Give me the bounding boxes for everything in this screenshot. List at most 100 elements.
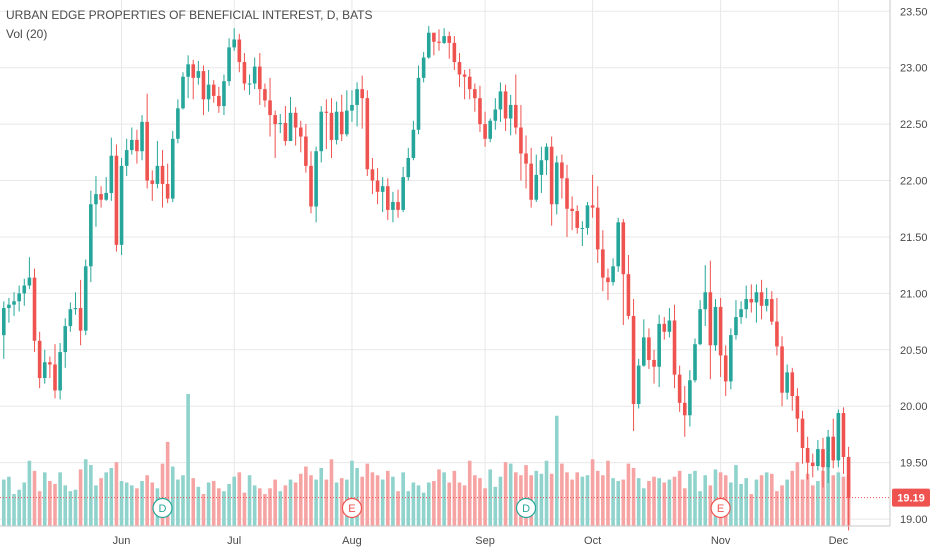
candle — [12, 292, 16, 316]
candle-body — [334, 111, 339, 140]
candle — [621, 218, 626, 325]
x-tick-label: Sep — [475, 535, 495, 547]
volume-bar — [805, 473, 810, 526]
volume-bar — [601, 475, 605, 526]
dividend-marker[interactable]: D — [515, 497, 537, 519]
volume-indicator-label[interactable]: Vol (20) — [6, 27, 48, 41]
candle-body — [836, 413, 841, 461]
volume-bar — [688, 473, 692, 526]
candle — [790, 367, 795, 411]
price-axis[interactable]: 19.00 19.50 20.00 20.50 21.00 21.50 22.00 22.50… — [889, 0, 930, 526]
volume-bar — [426, 482, 431, 526]
volume-bar — [693, 470, 697, 526]
candle-body — [391, 201, 395, 210]
candle-body — [421, 57, 426, 78]
candle-body — [12, 301, 16, 305]
candle-body — [78, 308, 83, 331]
volume-bar — [816, 481, 820, 526]
volume-bar — [63, 485, 68, 526]
candle-body — [452, 42, 457, 63]
volume-bar — [380, 479, 385, 526]
candle — [524, 135, 528, 189]
candle-body — [693, 344, 697, 381]
candle-body — [544, 146, 549, 161]
candle — [508, 94, 513, 136]
volume-bar — [309, 475, 313, 526]
candle-body — [488, 120, 492, 139]
volume-bar — [135, 488, 139, 526]
x-tick-label: Nov — [711, 535, 731, 547]
candle-body — [375, 180, 380, 192]
volume-bar — [698, 491, 702, 526]
candle-body — [83, 266, 88, 331]
candle — [560, 154, 564, 199]
candle — [145, 93, 149, 189]
candle — [580, 221, 585, 246]
volume-bar — [785, 479, 789, 526]
volume-bar — [273, 479, 277, 526]
volume-bar — [457, 482, 462, 526]
candle-body — [642, 337, 646, 366]
candle — [836, 409, 841, 468]
volume-bar — [201, 494, 206, 526]
earnings-marker[interactable]: E — [710, 497, 731, 519]
candle — [493, 98, 498, 130]
candle-body — [729, 335, 733, 382]
volume-bar — [314, 479, 318, 526]
candle-body — [718, 306, 723, 356]
candle — [534, 154, 539, 202]
volume-bar — [386, 470, 390, 526]
candle-body — [590, 205, 595, 208]
volume-bar — [770, 473, 774, 526]
candle — [636, 358, 641, 409]
candle-body — [529, 163, 533, 200]
volume-bar — [145, 475, 149, 526]
earnings-marker[interactable]: E — [341, 497, 363, 519]
event-marker-label: D — [522, 503, 530, 515]
candle — [652, 349, 656, 384]
time-axis[interactable]: Jun Jul Aug Sep Oct Nov Dec — [0, 525, 890, 547]
candle-body — [380, 186, 385, 192]
candle-body — [114, 155, 119, 245]
candle-body — [227, 47, 231, 82]
candle-body — [549, 146, 554, 205]
candle-body — [416, 77, 421, 130]
candle — [380, 177, 385, 213]
candle-body — [104, 192, 108, 200]
candle-body — [723, 355, 728, 382]
volume-bar — [831, 475, 836, 526]
volume-bar — [27, 460, 32, 526]
volume-bar — [549, 473, 554, 526]
candle-body — [631, 315, 636, 404]
candle — [222, 74, 226, 116]
x-tick-label: Jun — [113, 535, 131, 547]
volume-bar — [319, 467, 324, 526]
candle — [631, 299, 636, 432]
volume-bar — [237, 472, 242, 526]
event-marker-label: D — [159, 503, 167, 515]
candle — [800, 410, 805, 464]
volume-bar — [124, 482, 129, 526]
volume-bar — [186, 394, 190, 526]
y-tick-label: 19.00 — [900, 514, 928, 526]
dividend-marker[interactable]: D — [152, 497, 173, 519]
y-tick-label: 22.00 — [900, 176, 928, 188]
candle — [314, 146, 318, 223]
candle — [626, 255, 631, 320]
volume-bar — [22, 482, 27, 526]
candle — [360, 75, 364, 129]
volume-bar — [232, 476, 236, 526]
candle — [201, 65, 206, 116]
candle — [252, 57, 257, 90]
volume-bar — [595, 470, 600, 526]
volume-bar — [810, 485, 815, 526]
volume-bar — [677, 470, 682, 526]
candle — [693, 338, 697, 383]
volume-bar — [483, 488, 487, 526]
candle — [406, 147, 411, 181]
candle — [442, 28, 446, 45]
candle-body — [360, 89, 364, 99]
